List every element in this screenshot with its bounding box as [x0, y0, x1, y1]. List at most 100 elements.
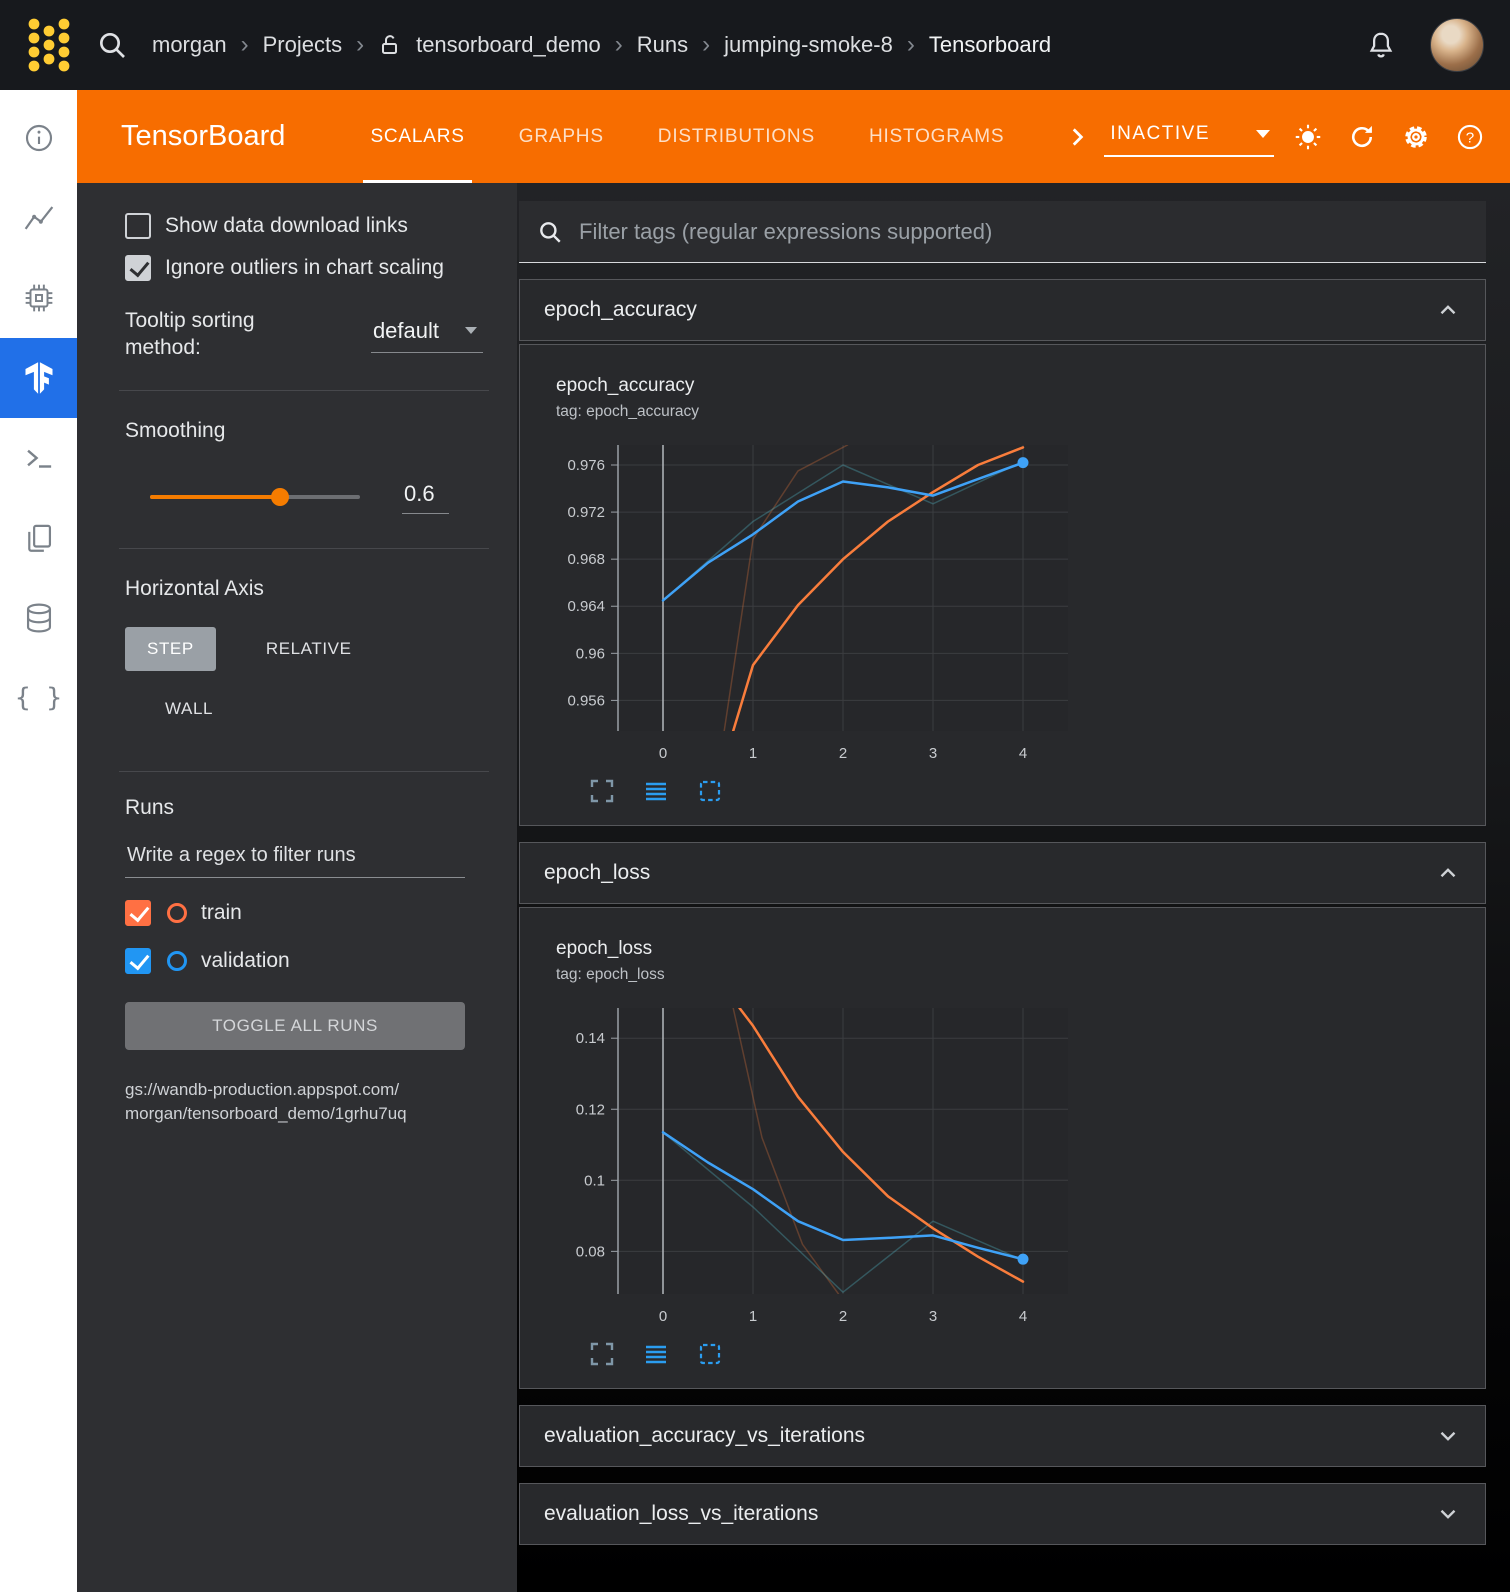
tab-graphs[interactable]: GRAPHS: [518, 125, 604, 147]
svg-text:3: 3: [929, 745, 937, 762]
rail-item-tensorboard[interactable]: [0, 338, 77, 418]
tab-scalars[interactable]: SCALARS: [343, 90, 491, 183]
svg-text:3: 3: [929, 1308, 937, 1325]
breadcrumb-separator: ›: [356, 31, 365, 58]
runs-filter-input[interactable]: [125, 827, 465, 878]
breadcrumb-item-tensorboard[interactable]: Tensorboard: [928, 32, 1052, 57]
chart-card-epoch-loss: epoch_loss tag: epoch_loss 0.08 0.1 0.12 0.…: [519, 907, 1486, 1389]
info-icon: [23, 122, 55, 154]
show-download-links-row[interactable]: Show data download links: [125, 213, 483, 239]
terminal-icon: [22, 441, 56, 475]
checkbox-checked-icon[interactable]: [125, 899, 151, 926]
svg-text:0: 0: [659, 1308, 667, 1325]
data-table-icon[interactable]: [642, 1340, 670, 1368]
breadcrumb-item-runs[interactable]: Runs: [636, 32, 689, 57]
rail-item-logs[interactable]: [0, 418, 77, 498]
svg-text:0.08: 0.08: [576, 1243, 605, 1260]
data-table-icon[interactable]: [642, 777, 670, 805]
storage-path: gs://wandb-production.appspot.com/ morga…: [125, 1078, 483, 1127]
filter-tags-box: [519, 201, 1486, 263]
tooltip-sorting-row: Tooltip sorting method: default: [125, 307, 483, 390]
search-icon[interactable]: [96, 29, 128, 61]
smoothing-slider[interactable]: [150, 488, 360, 507]
chevron-up-icon[interactable]: [1435, 297, 1461, 323]
brightness-icon[interactable]: [1294, 123, 1322, 151]
svg-text:0.1: 0.1: [584, 1172, 605, 1189]
breadcrumb-item-run[interactable]: jumping-smoke-8: [724, 32, 893, 57]
chevron-down-icon[interactable]: [1435, 1501, 1461, 1527]
wandb-logo[interactable]: [26, 17, 72, 73]
svg-text:0.968: 0.968: [567, 551, 605, 568]
filter-tags-input[interactable]: [579, 218, 1468, 245]
help-icon[interactable]: ?: [1456, 123, 1484, 151]
tensorboard-header-right: INACTIVE: [1060, 90, 1510, 183]
rail-item-overview[interactable]: [0, 98, 77, 178]
section-header-evaluation-accuracy[interactable]: evaluation_accuracy_vs_iterations: [519, 1405, 1486, 1467]
epoch-loss-chart[interactable]: 0.08 0.1 0.12 0.14 0 1 2 3 4: [546, 996, 1086, 1336]
section-header-evaluation-loss[interactable]: evaluation_loss_vs_iterations: [519, 1483, 1486, 1545]
chart-toolbar: [588, 777, 1465, 805]
sidebar-divider: [119, 547, 489, 549]
tabs-scroll-right-icon[interactable]: [1064, 124, 1090, 150]
axis-relative-button[interactable]: RELATIVE: [244, 627, 374, 671]
tensorboard-tabs: SCALARS GRAPHS DISTRIBUTIONS HISTOGRAMS: [343, 90, 1060, 183]
svg-text:0.96: 0.96: [576, 645, 605, 662]
epoch-accuracy-chart[interactable]: 0.956 0.96 0.964 0.968 0.972 0.976 0 1 2 3 4: [546, 433, 1086, 773]
fit-to-data-icon[interactable]: [696, 777, 724, 805]
rail-item-files[interactable]: [0, 498, 77, 578]
toggle-all-runs-button[interactable]: TOGGLE ALL RUNS: [125, 1001, 465, 1050]
rail-item-system[interactable]: [0, 258, 77, 338]
rail-item-charts[interactable]: [0, 178, 77, 258]
svg-text:0.956: 0.956: [567, 692, 605, 709]
caret-down-icon: [465, 327, 477, 335]
breadcrumb-item-user[interactable]: morgan: [152, 32, 227, 57]
chart-card-epoch-accuracy: epoch_accuracy tag: epoch_accuracy 0.956…: [519, 344, 1486, 826]
database-icon: [22, 601, 56, 635]
section-title: epoch_accuracy: [544, 298, 697, 321]
breadcrumb-separator: ›: [614, 31, 623, 58]
section-header-epoch-loss[interactable]: epoch_loss: [519, 842, 1486, 904]
rail-item-config[interactable]: { }: [0, 658, 77, 738]
svg-text:0.964: 0.964: [567, 598, 605, 615]
smoothing-label: Smoothing: [125, 418, 226, 442]
section-header-epoch-accuracy[interactable]: epoch_accuracy: [519, 279, 1486, 341]
rail-item-artifacts[interactable]: [0, 578, 77, 658]
tooltip-sorting-select[interactable]: default: [370, 316, 483, 353]
run-row-validation[interactable]: validation: [125, 947, 483, 974]
checkbox-checked-icon[interactable]: [125, 255, 151, 281]
breadcrumb-separator: ›: [906, 31, 915, 58]
checkbox-checked-icon[interactable]: [125, 947, 151, 974]
avatar[interactable]: [1430, 18, 1484, 72]
slider-thumb[interactable]: [271, 488, 290, 507]
axis-step-button[interactable]: STEP: [125, 626, 216, 671]
checkbox-unchecked-icon[interactable]: [125, 213, 151, 239]
svg-text:0.976: 0.976: [567, 457, 605, 474]
smoothing-value-input[interactable]: 0.6: [402, 481, 449, 514]
axis-wall-button[interactable]: WALL: [143, 687, 235, 731]
notifications-bell-icon[interactable]: [1366, 30, 1396, 60]
tab-histograms[interactable]: HISTOGRAMS: [868, 125, 1005, 147]
tooltip-sorting-value: default: [372, 317, 439, 343]
svg-text:2: 2: [839, 1308, 847, 1325]
ignore-outliers-row[interactable]: Ignore outliers in chart scaling: [125, 255, 483, 281]
settings-gear-icon[interactable]: [1402, 123, 1430, 151]
tab-distributions[interactable]: DISTRIBUTIONS: [657, 125, 815, 147]
scalars-main: epoch_accuracy epoch_accuracy tag: epoch…: [517, 183, 1510, 1592]
tensorflow-icon: [21, 360, 57, 396]
refresh-icon[interactable]: [1348, 123, 1376, 151]
run-status-select[interactable]: INACTIVE: [1104, 117, 1274, 157]
files-copy-icon: [22, 521, 56, 555]
chevron-up-icon[interactable]: [1435, 860, 1461, 886]
chevron-down-icon[interactable]: [1435, 1423, 1461, 1449]
run-row-train[interactable]: train: [125, 899, 483, 926]
storage-path-line1: gs://wandb-production.appspot.com/: [125, 1079, 400, 1099]
breadcrumb-item-projects[interactable]: Projects: [262, 32, 343, 57]
slider-fill: [150, 495, 281, 500]
breadcrumb-item-project[interactable]: tensorboard_demo: [416, 32, 601, 57]
section-title: evaluation_accuracy_vs_iterations: [544, 1424, 866, 1447]
fullscreen-icon[interactable]: [588, 1340, 616, 1368]
fit-to-data-icon[interactable]: [696, 1340, 724, 1368]
svg-text:0.12: 0.12: [576, 1101, 605, 1118]
fullscreen-icon[interactable]: [588, 777, 616, 805]
svg-text:1: 1: [749, 1308, 757, 1325]
